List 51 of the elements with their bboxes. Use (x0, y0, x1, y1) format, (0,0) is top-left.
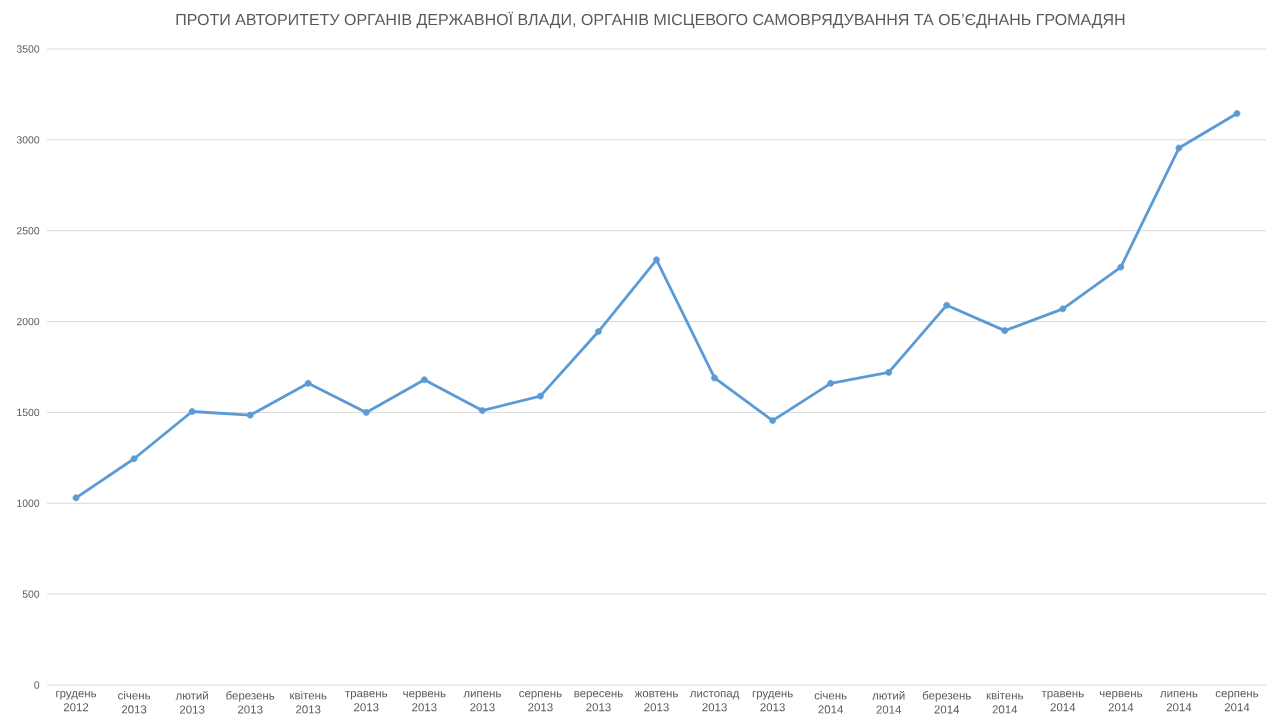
y-tick-label: 1000 (17, 499, 40, 507)
x-tick-label: вересень 2013 (574, 691, 623, 712)
point (827, 379, 835, 387)
y-tick-label: 2000 (17, 317, 40, 326)
point (478, 407, 486, 414)
point (1117, 263, 1125, 271)
point (130, 455, 138, 463)
point (246, 411, 254, 419)
x-tick-label: лютий 2014 (872, 691, 905, 714)
y-tick-label: 500 (22, 590, 40, 598)
x-tick-label: жовтень 2013 (634, 691, 678, 712)
x-tick-label: січень 2013 (118, 691, 151, 714)
x-tick-label: червень 2013 (403, 691, 446, 712)
point (1233, 110, 1241, 117)
point (1059, 305, 1067, 313)
point (711, 374, 718, 382)
x-tick-label: серпень 2014 (1215, 691, 1259, 712)
x-tick-label: грудень 2012 (56, 691, 97, 712)
point (362, 409, 370, 416)
x-tick-label: березень 2014 (922, 691, 971, 714)
x-tick-label: грудень 2013 (752, 691, 793, 712)
y-tick-label: 2500 (17, 227, 40, 235)
x-tick-label: травень 2013 (345, 691, 388, 712)
x-tick-label: липень 2013 (463, 691, 501, 712)
y-tick-label: 3000 (16, 136, 40, 144)
x-tick-label: липень 2014 (1160, 691, 1198, 712)
point (943, 301, 951, 309)
point (188, 408, 196, 415)
point (304, 379, 312, 387)
x-tick-label: травень 2014 (1041, 691, 1084, 712)
y-tick-label: 1500 (17, 408, 40, 417)
y-tick-label: 3500 (16, 45, 40, 53)
y-tick-label: 0 (34, 681, 40, 689)
x-tick-label: січень 2014 (814, 691, 847, 714)
point (595, 328, 602, 335)
x-tick-label: квітень 2014 (986, 691, 1024, 714)
point (1001, 327, 1009, 335)
point (72, 494, 80, 502)
chart-title: ПРОТИ АВТОРИТЕТУ ОРГАНІВ ДЕРЖАВНОЇ ВЛАДИ, ОРГАНІВ МІСЦЕВОГО САМОВРЯДУВАННЯ ТА ОБ’ЄДНАНЬ ГРОМАДЯН (176, 11, 1125, 29)
x-tick-label: березень 2013 (226, 691, 275, 714)
x-tick-label: листопад 2013 (689, 691, 740, 712)
point (420, 376, 428, 384)
x-tick-label: лютий 2013 (175, 691, 208, 714)
point (537, 392, 544, 400)
x-tick-label: червень 2014 (1099, 691, 1143, 712)
x-tick-label: квітень 2013 (290, 691, 327, 714)
x-tick-label: серпень 2013 (519, 691, 562, 712)
point (769, 417, 776, 424)
point (1175, 144, 1183, 152)
point (653, 256, 660, 264)
point (885, 369, 893, 376)
